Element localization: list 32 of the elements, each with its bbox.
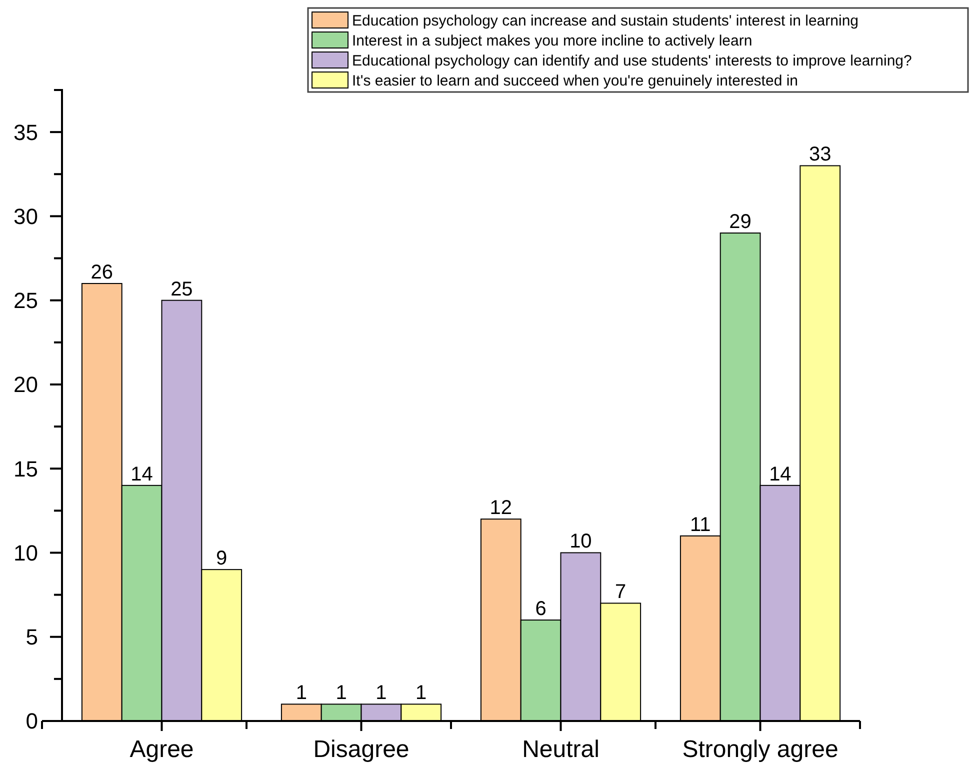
x-tick-label: Strongly agree: [682, 736, 838, 763]
data-label: 11: [690, 514, 711, 536]
data-label: 1: [416, 682, 427, 704]
x-tick-label: Disagree: [313, 736, 410, 763]
data-label: 1: [376, 682, 387, 704]
y-tick-label: 30: [14, 204, 38, 229]
data-label: 14: [769, 463, 792, 486]
x-tick-label: Neutral: [522, 736, 600, 763]
data-label: 10: [570, 530, 592, 553]
data-label: 12: [490, 497, 512, 520]
y-tick-label: 5: [26, 624, 38, 650]
data-label: 29: [729, 211, 752, 234]
data-label: 7: [615, 581, 626, 604]
data-label: 9: [216, 548, 228, 570]
x-tick-label: Agree: [130, 736, 194, 763]
legend-label: It's easier to learn and succeed when you're genuinely interested in: [352, 72, 798, 90]
data-label: 1: [296, 682, 307, 704]
data-label: 14: [130, 463, 153, 486]
y-tick-label: 25: [14, 288, 38, 314]
data-label: 33: [808, 144, 832, 166]
y-tick-label: 20: [14, 372, 38, 398]
data-label: 1: [336, 682, 347, 704]
legend-label: Educational psychology can identify and use students' interests to improve learning?: [352, 52, 912, 70]
legend-label: Education psychology can increase and sustain students' interest in learning: [352, 12, 859, 30]
y-tick-label: 0: [26, 708, 38, 734]
data-label: 6: [535, 598, 546, 620]
data-label: 26: [90, 262, 114, 284]
y-tick-label: 35: [14, 120, 38, 145]
data-label: 25: [170, 278, 193, 300]
y-tick-label: 10: [14, 540, 38, 566]
y-tick-label: 15: [14, 456, 38, 482]
legend-label: Interest in a subject makes you more incline to actively learn: [352, 32, 752, 50]
